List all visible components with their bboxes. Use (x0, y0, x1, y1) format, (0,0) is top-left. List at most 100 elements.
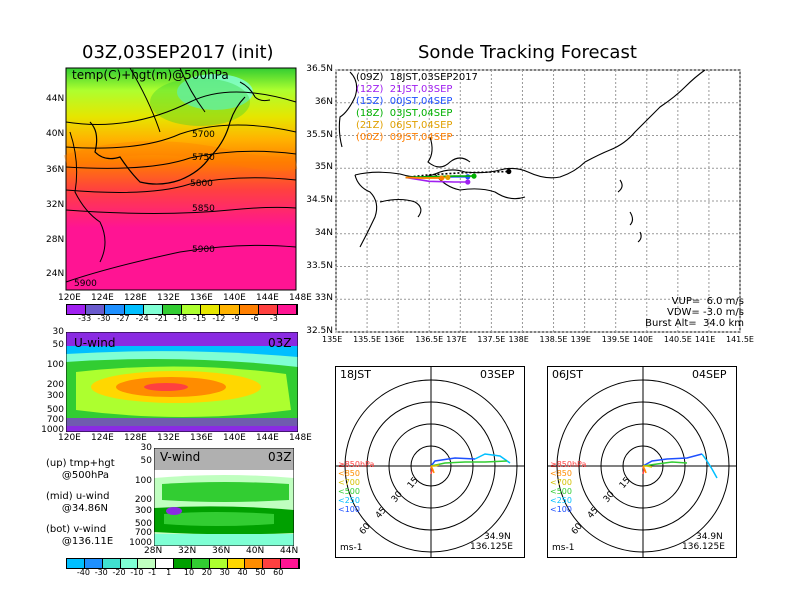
u-wind-lon-tick: 136E (190, 433, 213, 443)
panel-notes: (up) tmp+hgt @500hPa (mid) u-wind @34.86… (46, 458, 115, 548)
v-wind-cross-section (154, 448, 294, 546)
track-x-tick: 138.5E (539, 335, 568, 344)
u-wind-pressure-ticks: 30 50 100 200 300 500 700 1000 (40, 327, 64, 435)
info-burst-alt: Burst Alt= 34.0 km (645, 318, 744, 329)
track-y-tick: 36N (314, 96, 333, 107)
track-y-tick: 34N (314, 227, 333, 238)
colorbar-label: -40 (76, 568, 90, 577)
colorbar-swatch (67, 559, 85, 568)
colorbar-label: -30 (94, 568, 108, 577)
map-lat-tick-40n: 40N (46, 129, 65, 139)
legend-item-15z: (15Z) 00JST,04SEP (356, 96, 453, 107)
colorbar-swatch (84, 559, 103, 568)
track-x-tick: 136.5E (415, 335, 444, 344)
colorbar-label: -1 (148, 568, 157, 577)
u-wind-time: 03Z (268, 336, 292, 350)
u-wind-p-tick: 30 (52, 327, 64, 337)
colorbar-label: 30 (219, 568, 230, 577)
v-wind-p-tick: 50 (140, 456, 152, 466)
track-info: VUP= 6.0 m/s VDW= -3.0 m/s Burst Alt= 34… (640, 296, 744, 329)
map-lon-tick: 128E (124, 293, 147, 303)
colorbar-label: -12 (212, 314, 226, 323)
map-lon-ticks: 120E 124E 128E 132E 136E 140E 144E 148E (58, 293, 312, 305)
colorbar-swatch (156, 559, 175, 568)
hodo-right-time: 06JST (552, 368, 583, 381)
hodo-legend-item: <100 (338, 505, 360, 514)
map-lat-tick-32n: 32N (46, 200, 65, 210)
colorbar-swatch (138, 559, 157, 568)
track-grid (335, 69, 741, 333)
u-wind-lon-tick: 120E (58, 433, 81, 443)
hodo-legend-item: <850 (550, 469, 572, 478)
contour-label-5800: 5800 (190, 179, 213, 189)
v-wind-p-tick: 500 (134, 519, 152, 529)
u-wind-lon-ticks: 120E 124E 128E 132E 136E 140E 144E 148E (58, 433, 312, 445)
hodo-right-unit: ms-1 (552, 543, 575, 553)
colorbar-label: 1 (166, 568, 172, 577)
track-y-tick: 33.5N (306, 260, 333, 271)
hodo-left-time: 18JST (340, 368, 371, 381)
u-wind-p-tick: 1000 (41, 425, 64, 435)
sonde-track-chart (335, 69, 741, 333)
v-wind-lat-tick: 40N (246, 546, 265, 556)
colorbar-label: 20 (201, 568, 212, 577)
track-x-tick: 137E (446, 335, 467, 344)
u-wind-p-tick: 200 (46, 380, 64, 390)
hodo-right-lat: 34.9N (696, 532, 723, 542)
track-x-tick: 141E (694, 335, 716, 344)
colorbar-label: 60 (273, 568, 284, 577)
track-lines (405, 168, 512, 185)
colorbar-swatch (258, 305, 278, 314)
info-vup: VUP= 6.0 m/s (671, 296, 744, 307)
hodo-left-lat: 34.9N (484, 532, 511, 542)
map-lon-tick: 124E (91, 293, 114, 303)
u-wind-p-tick: 50 (52, 340, 64, 350)
u-wind-p-tick: 700 (46, 415, 64, 425)
track-x-tick: 137.5E (477, 335, 506, 344)
hodograph-right (547, 366, 737, 558)
temperature-colorbar (66, 304, 298, 315)
map-lat-tick-44n: 44N (46, 94, 65, 104)
track-x-tick: 141.5E (726, 335, 754, 344)
contour-label-5900-west: 5900 (74, 279, 97, 289)
track-x-tick: 140E (632, 335, 654, 344)
u-wind-lon-tick: 144E (256, 433, 279, 443)
track-x-tick: 139.5E (601, 335, 630, 344)
hodo-legend-item: <500 (550, 487, 572, 496)
track-end-point (471, 173, 477, 179)
v-wind-time: 03Z (268, 450, 292, 464)
track-y-tick: 32.5N (306, 326, 333, 336)
legend-item-18z: (18Z) 03JST,04SEP (356, 108, 453, 119)
map-lat-tick-36n: 36N (46, 165, 65, 175)
temperature-colorbar-labels: -33 -30 -27 -24 -21 -18 -15 -12 -9 -6 -3 (66, 314, 298, 324)
track-y-tick: 33N (314, 293, 333, 304)
legend-item-09z: (09Z) 18JST,03SEP2017 (356, 72, 478, 83)
info-vdw: VDW= -3.0 m/s (667, 307, 744, 318)
map-lat-tick-28n: 28N (46, 235, 65, 245)
track-series-line (405, 176, 468, 183)
map-lon-tick: 136E (190, 293, 213, 303)
init-title: 03Z,03SEP2017 (init) (82, 42, 274, 63)
colorbar-swatch (105, 305, 125, 314)
track-x-tick: 139E (570, 335, 591, 344)
colorbar-swatch (239, 305, 259, 314)
colorbar-swatch (281, 559, 299, 568)
hodo-legend-item: ≥850hPa (338, 460, 375, 469)
colorbar-swatch (102, 559, 121, 568)
temperature-height-map (63, 67, 298, 291)
v-wind-lat-ticks: 28N 32N 36N 40N 44N (144, 546, 304, 558)
u-wind-label: U-wind (74, 336, 116, 350)
track-end-point (465, 179, 471, 185)
note-line: @136.11E (46, 536, 114, 547)
track-end-point (506, 168, 512, 175)
colorbar-swatch (124, 305, 144, 314)
contour-label-5850: 5850 (192, 204, 215, 214)
v-wind-p-tick: 300 (134, 506, 152, 516)
colorbar-swatch (277, 305, 298, 314)
track-x-tick: 138E (508, 335, 529, 344)
v-wind-pressure-ticks: 30 50 100 200 300 500 700 1000 (128, 443, 152, 550)
hodo-left-unit: ms-1 (340, 543, 363, 553)
colorbar-label: -9 (231, 314, 240, 323)
track-x-tick: 140.5E (663, 335, 692, 344)
track-series-line (405, 176, 442, 179)
